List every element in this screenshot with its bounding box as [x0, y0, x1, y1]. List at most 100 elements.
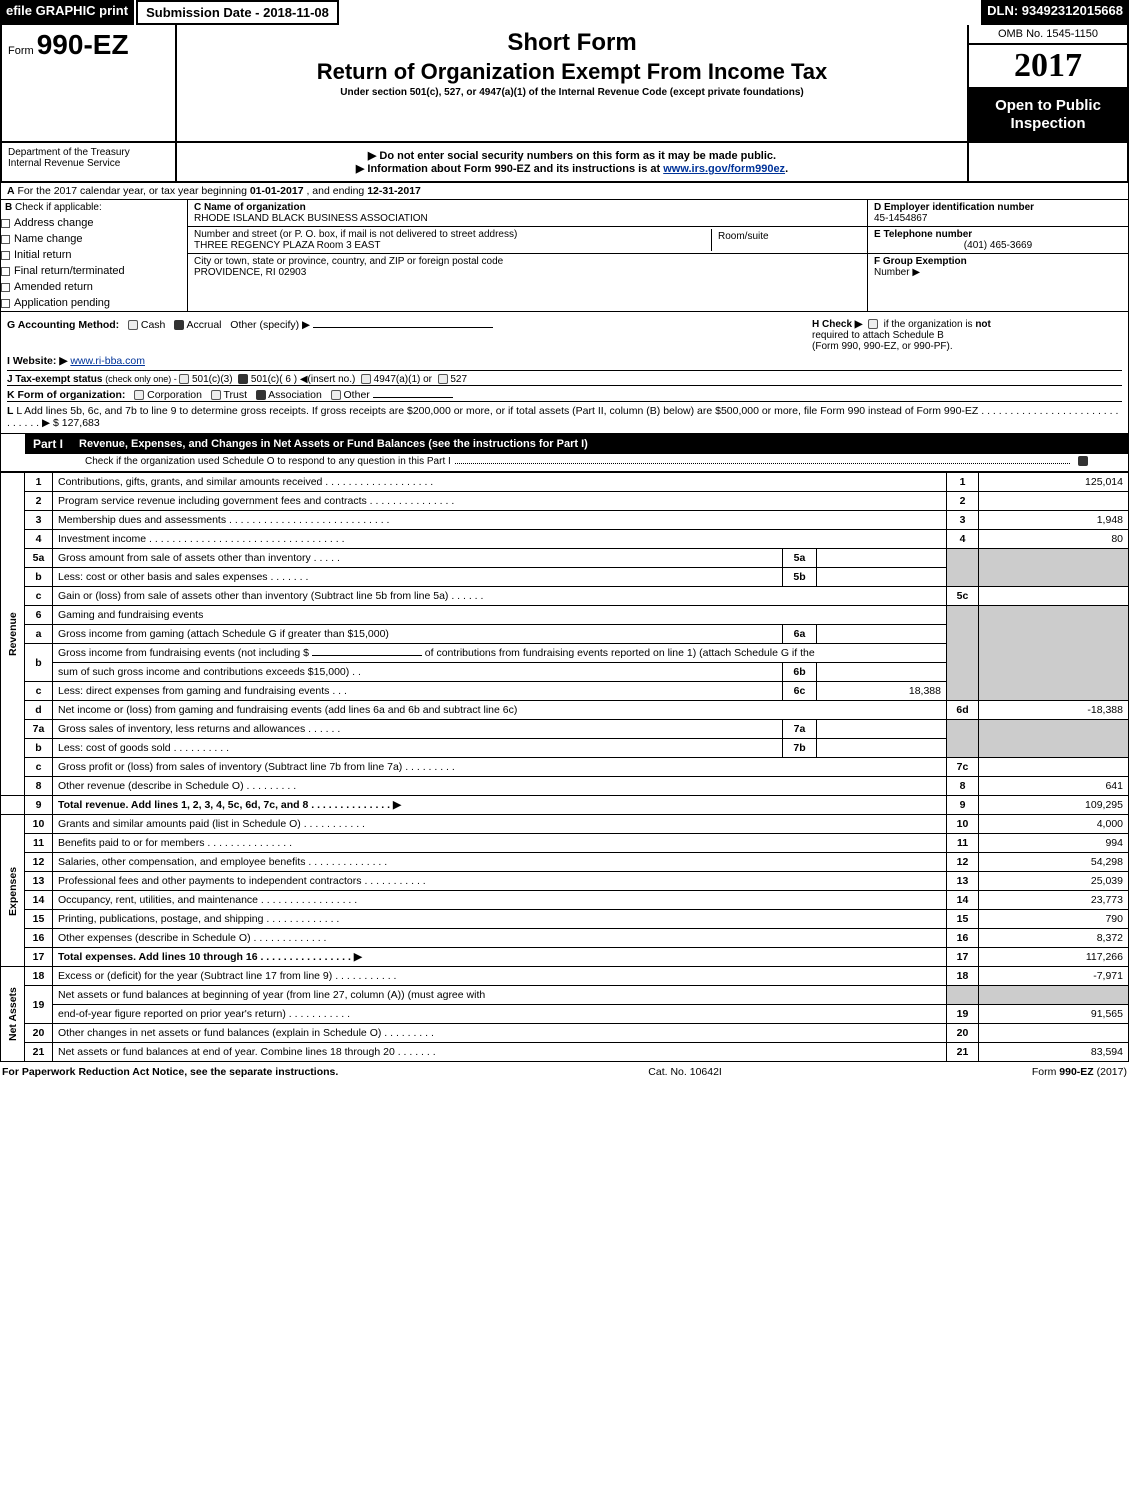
j-label: J Tax-exempt status	[7, 374, 102, 385]
addr-label: Number and street (or P. O. box, if mail…	[194, 229, 711, 240]
omb-number: OMB No. 1545-1150	[969, 25, 1127, 45]
g-label: G Accounting Method:	[7, 319, 119, 331]
org-name: RHODE ISLAND BLACK BUSINESS ASSOCIATION	[194, 213, 861, 224]
line-21-desc: Net assets or fund balances at end of ye…	[53, 1043, 947, 1062]
section-bcdef: B Check if applicable: Address change Na…	[0, 199, 1129, 312]
footer-left: For Paperwork Reduction Act Notice, see …	[2, 1066, 338, 1078]
checkbox-amended-return[interactable]	[1, 283, 10, 292]
checkbox-final-return[interactable]	[1, 267, 10, 276]
checkbox-name-change[interactable]	[1, 235, 10, 244]
form-prefix: Form	[8, 45, 34, 57]
open-line2: Inspection	[973, 115, 1123, 133]
side-netassets: Net Assets	[1, 967, 25, 1062]
line-4-val: 80	[979, 530, 1129, 549]
line-20-val	[979, 1024, 1129, 1043]
line-14-val: 23,773	[979, 891, 1129, 910]
under-section: Under section 501(c), 527, or 4947(a)(1)…	[187, 87, 957, 98]
line-12-desc: Salaries, other compensation, and employ…	[53, 853, 947, 872]
submission-date: Submission Date - 2018-11-08	[136, 0, 339, 25]
line-6d-desc: Net income or (loss) from gaming and fun…	[53, 701, 947, 720]
note-info: ▶ Information about Form 990-EZ and its …	[187, 162, 957, 175]
return-title: Return of Organization Exempt From Incom…	[187, 59, 957, 85]
i-label: I Website: ▶	[7, 355, 67, 367]
top-bar: efile GRAPHIC print Submission Date - 20…	[0, 0, 1129, 25]
short-form-label: Short Form	[187, 29, 957, 57]
radio-527[interactable]	[438, 374, 448, 384]
a-label: A	[7, 185, 15, 197]
note-ssn: ▶ Do not enter social security numbers o…	[187, 149, 957, 162]
radio-501c[interactable]	[238, 374, 248, 384]
a-begin-date: 01-01-2017	[250, 185, 304, 197]
line-6c-val: 18,388	[817, 682, 947, 701]
city-label: City or town, state or province, country…	[194, 256, 861, 267]
radio-4947[interactable]	[361, 374, 371, 384]
radio-other[interactable]	[331, 390, 341, 400]
line-a: A For the 2017 calendar year, or tax yea…	[0, 183, 1129, 199]
line-1-desc: Contributions, gifts, grants, and simila…	[53, 473, 947, 492]
open-line1: Open to Public	[973, 97, 1123, 115]
a-end-date: 12-31-2017	[367, 185, 421, 197]
subheader: Department of the Treasury Internal Reve…	[0, 143, 1129, 181]
chk-initial: Initial return	[14, 249, 71, 261]
header-center: Short Form Return of Organization Exempt…	[177, 25, 967, 141]
line-5a-desc: Gross amount from sale of assets other t…	[53, 549, 783, 568]
line-3-desc: Membership dues and assessments . . . . …	[53, 511, 947, 530]
h-block: H Check ▶ if the organization is not req…	[812, 319, 1122, 352]
line-2-desc: Program service revenue including govern…	[53, 492, 947, 511]
line-7b-desc: Less: cost of goods sold . . . . . . . .…	[53, 739, 783, 758]
line-7a-desc: Gross sales of inventory, less returns a…	[53, 720, 783, 739]
irs-link[interactable]: www.irs.gov/form990ez	[663, 163, 785, 175]
line-10-val: 4,000	[979, 815, 1129, 834]
checkbox-application-pending[interactable]	[1, 299, 10, 308]
line-6-desc: Gaming and fundraising events	[53, 606, 947, 625]
checkbox-address-change[interactable]	[1, 219, 10, 228]
checkbox-schedule-o[interactable]	[1078, 456, 1088, 466]
checkbox-initial-return[interactable]	[1, 251, 10, 260]
header-notes: ▶ Do not enter social security numbers o…	[177, 143, 967, 181]
col-def: D Employer identification number 45-1454…	[868, 200, 1128, 311]
dept-irs: Internal Revenue Service	[8, 158, 169, 169]
c-label: C Name of organization	[194, 202, 861, 213]
header-right: OMB No. 1545-1150 2017 Open to Public In…	[967, 25, 1127, 141]
checkbox-h[interactable]	[868, 319, 878, 329]
side-revenue: Revenue	[1, 473, 25, 796]
col-cde: C Name of organization RHODE ISLAND BLAC…	[188, 200, 868, 311]
side-expenses: Expenses	[1, 815, 25, 967]
form-container: efile GRAPHIC print Submission Date - 20…	[0, 0, 1129, 1082]
line-16-desc: Other expenses (describe in Schedule O) …	[53, 929, 947, 948]
radio-trust[interactable]	[211, 390, 221, 400]
form-id-box: Form 990-EZ	[2, 25, 177, 141]
radio-corp[interactable]	[134, 390, 144, 400]
city-value: PROVIDENCE, RI 02903	[194, 267, 861, 278]
line-21-val: 83,594	[979, 1043, 1129, 1062]
line-6c-desc: Less: direct expenses from gaming and fu…	[53, 682, 783, 701]
line-16-val: 8,372	[979, 929, 1129, 948]
line-5b-val	[817, 568, 947, 587]
website-link[interactable]: www.ri-bba.com	[70, 355, 145, 367]
line-13-desc: Professional fees and other payments to …	[53, 872, 947, 891]
line-5a-val	[817, 549, 947, 568]
line-7c-desc: Gross profit or (loss) from sales of inv…	[53, 758, 947, 777]
line-19-desc2: end-of-year figure reported on prior yea…	[53, 1005, 947, 1024]
line-6b-val	[817, 663, 947, 682]
line-7a-val	[817, 720, 947, 739]
line-5b-desc: Less: cost or other basis and sales expe…	[53, 568, 783, 587]
radio-accrual[interactable]	[174, 320, 184, 330]
radio-cash[interactable]	[128, 320, 138, 330]
line-11-val: 994	[979, 834, 1129, 853]
line-5c-desc: Gain or (loss) from sale of assets other…	[53, 587, 947, 606]
line-5c-val	[979, 587, 1129, 606]
line-3-val: 1,948	[979, 511, 1129, 530]
line-19-desc: Net assets or fund balances at beginning…	[53, 986, 947, 1005]
l-text: L Add lines 5b, 6c, and 7b to line 9 to …	[7, 405, 1118, 429]
line-15-val: 790	[979, 910, 1129, 929]
room-label: Room/suite	[718, 231, 855, 242]
dln-badge: DLN: 93492312015668	[981, 0, 1129, 25]
chk-address: Address change	[14, 217, 94, 229]
radio-501c3[interactable]	[179, 374, 189, 384]
efile-badge: efile GRAPHIC print	[0, 0, 134, 25]
line-11-desc: Benefits paid to or for members . . . . …	[53, 834, 947, 853]
radio-assoc[interactable]	[256, 390, 266, 400]
line-7b-val	[817, 739, 947, 758]
line-6b-desc2: sum of such gross income and contributio…	[53, 663, 783, 682]
